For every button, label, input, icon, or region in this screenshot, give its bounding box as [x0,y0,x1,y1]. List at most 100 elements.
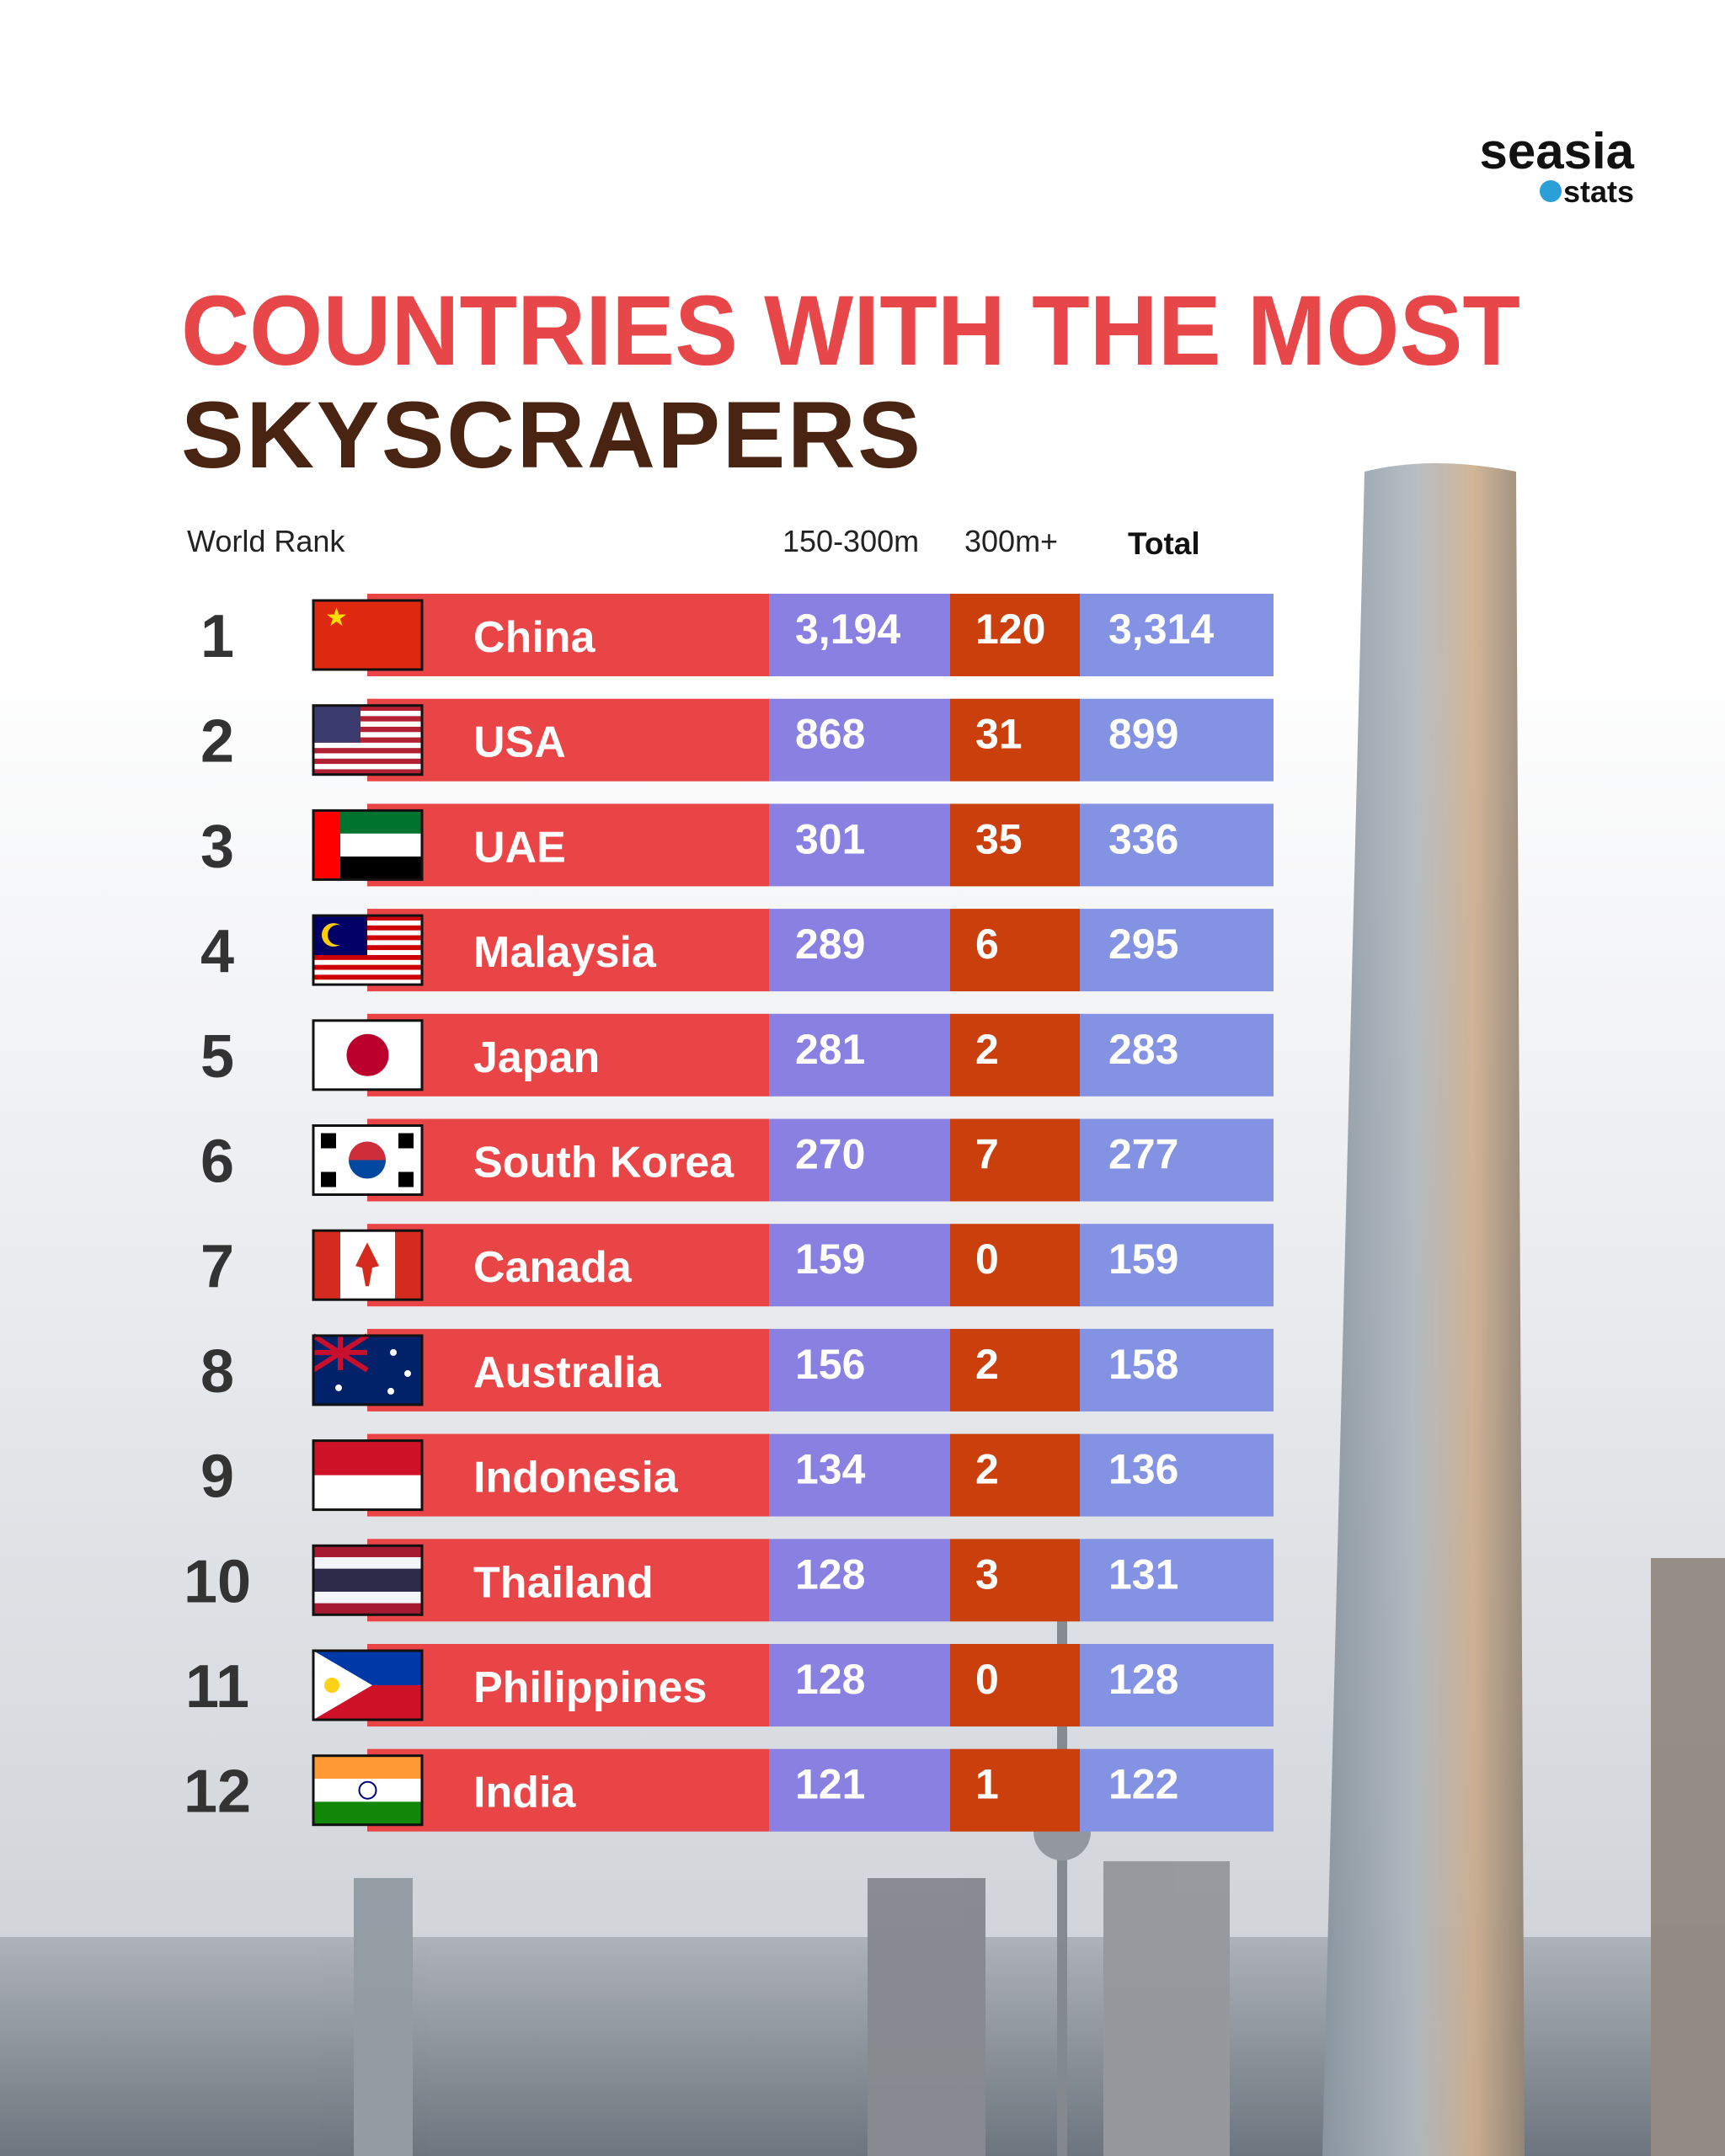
count-300-plus: 2 [975,1446,999,1493]
high-cell [950,1539,1080,1622]
flag-border [312,1754,424,1827]
count-300-plus: 2 [975,1026,999,1073]
title-line-1: COUNTRIES WITH THE MOST [181,275,1520,387]
country-bar [367,1328,769,1412]
header-mid: 150-300m [782,524,919,558]
flag-border [312,1019,424,1091]
flag-part [398,1171,414,1187]
flag-part [313,1568,422,1581]
count-total: 122 [1108,1761,1178,1808]
flag [313,1125,422,1195]
flag-border [312,599,424,671]
mid-cell [769,1644,950,1726]
country: China [473,613,596,662]
count-150-300: 159 [795,1235,865,1283]
flag-part [313,742,422,749]
count-150-300: 128 [795,1656,865,1703]
flag-border [312,1544,424,1616]
flag [312,1333,422,1405]
country-bar [367,909,769,992]
count-150-300: 128 [795,1550,865,1598]
flag-part: ★ [325,604,348,632]
rank: 5 [200,1023,234,1091]
country-bar [367,1118,769,1202]
table-row: 10 Thailand 128 3 131 [184,1539,1274,1622]
flag-part [313,705,422,712]
flag-part [321,1171,336,1187]
header-rank: World Rank [187,524,345,558]
total-cell [1080,1118,1274,1202]
header-high: 300m+ [964,524,1058,558]
rank: 11 [185,1653,249,1721]
country-bar [367,1224,769,1307]
flag-part [313,935,422,941]
flag-part [313,1591,422,1604]
table-row: 3 UAE 301 35 336 [200,803,1274,887]
high-cell [950,1328,1080,1412]
flag [313,1545,422,1615]
skyline [0,463,1725,2156]
rank: 1 [200,603,234,670]
rank: 10 [184,1548,251,1615]
mid-cell [769,1748,950,1832]
count-total: 3,314 [1108,606,1214,653]
country-bar [367,1433,769,1517]
mid-cell [769,1224,950,1307]
flag-part [313,1545,422,1558]
count-300-plus: 120 [975,606,1045,653]
country: Malaysia [473,928,657,977]
high-cell [950,1118,1080,1202]
flag-part [349,1141,386,1161]
table-row: 12 India 121 1 122 [184,1748,1274,1832]
count-300-plus: 31 [975,711,1023,758]
logo-icon [1540,180,1562,202]
count-total: 336 [1108,815,1178,862]
table-row: 2 USA 868 31 899 [200,698,1274,782]
logo-name: seasia [1479,123,1634,179]
country: UAE [473,823,566,872]
count-150-300: 156 [795,1341,865,1388]
high-cell [950,909,1080,992]
flag-part [313,915,422,921]
flag [313,810,422,880]
count-total: 295 [1108,921,1178,968]
flag-part [324,1678,339,1693]
flag-part [313,600,422,670]
flag-part [313,940,422,946]
flag [313,705,422,776]
mid-cell [769,1539,950,1622]
flag-part [313,1580,422,1593]
country: USA [473,718,566,767]
flag-part [313,732,422,739]
flag-border [312,704,424,776]
flag-part [313,753,422,760]
mid-cell [769,594,950,676]
count-300-plus: 35 [975,815,1023,862]
high-cell [950,594,1080,676]
flag-part [313,1475,422,1511]
flag [313,1230,422,1300]
mid-cell [769,1433,950,1517]
flag-part [313,969,422,975]
count-total: 159 [1108,1235,1178,1283]
count-300-plus: 1 [975,1761,999,1808]
flag [313,1440,422,1511]
flag-part [313,974,422,980]
flag-part [346,1033,389,1076]
flag-part [313,705,360,743]
flag-part [313,810,340,880]
mid-cell [769,803,950,887]
flag-border [312,808,424,881]
total-cell [1080,1748,1274,1832]
count-150-300: 3,194 [795,606,900,653]
high-cell [950,1748,1080,1832]
count-total: 131 [1108,1550,1178,1598]
rank: 12 [184,1758,251,1826]
count-150-300: 281 [795,1026,865,1073]
country: India [473,1769,576,1817]
country: Philippines [473,1663,707,1712]
flag [313,915,422,985]
flag-part [355,1242,379,1287]
mid-cell [769,698,950,782]
rank: 3 [200,813,234,880]
